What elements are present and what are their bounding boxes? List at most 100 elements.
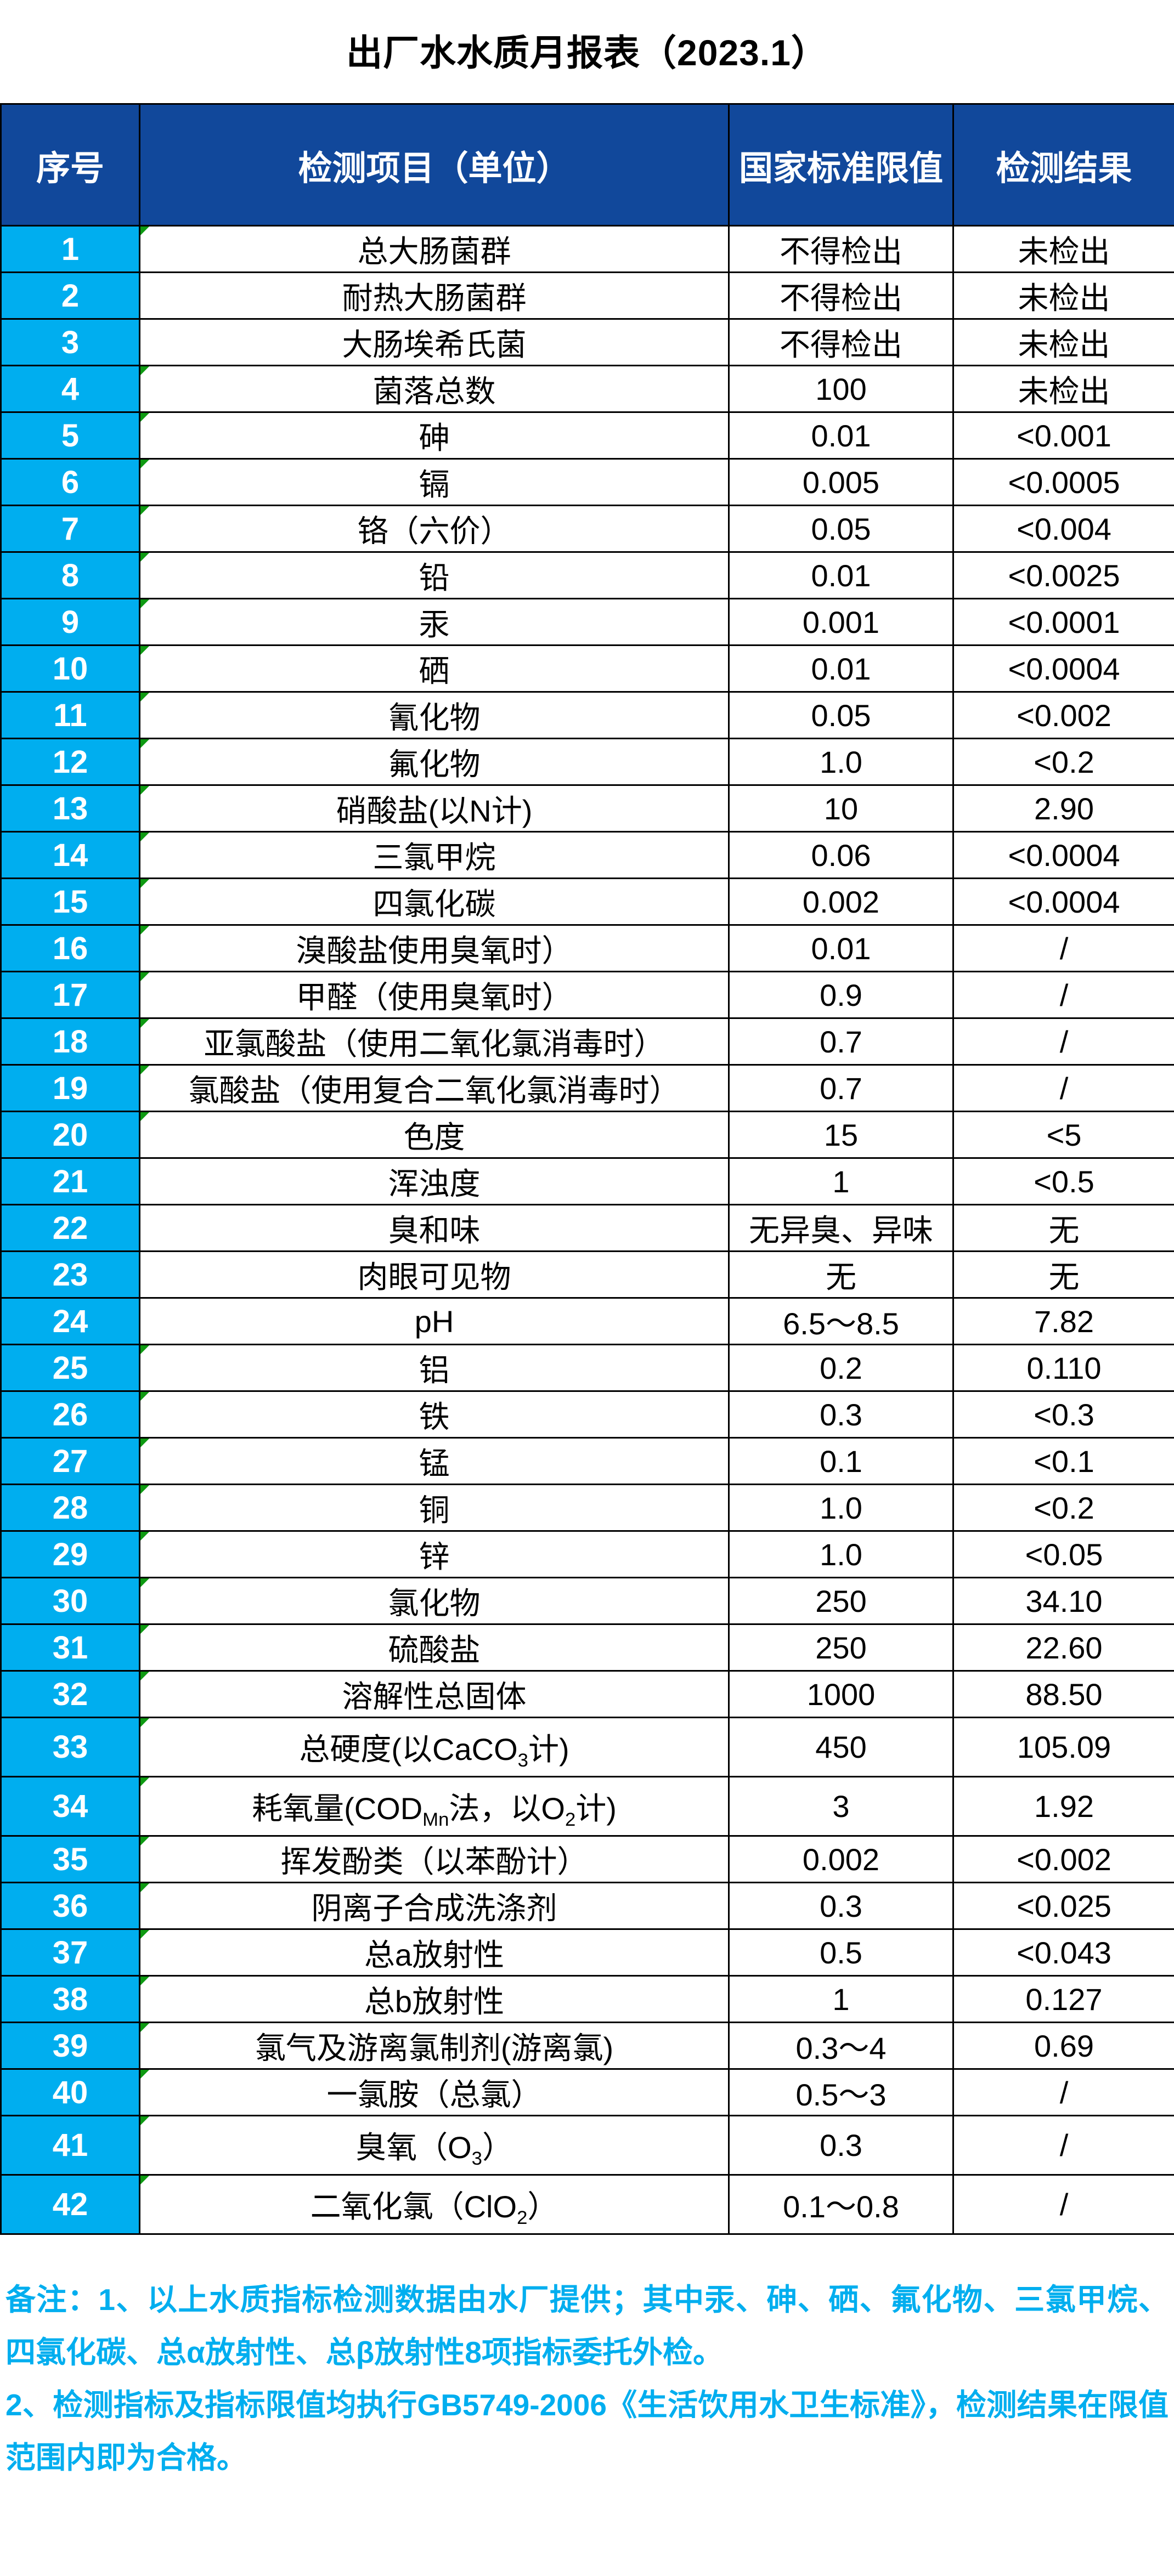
item-cell: 硝酸盐(以N计): [139, 784, 730, 833]
index-cell: 12: [0, 738, 140, 786]
index-cell: 37: [0, 1928, 140, 1977]
table-row: 26 铁 0.3 <0.3: [0, 1390, 1174, 1439]
result-cell: 88.50: [952, 1670, 1174, 1719]
table-row: 15 四氯化碳 0.002 <0.0004: [0, 877, 1174, 926]
index-cell: 29: [0, 1530, 140, 1579]
limit-cell: 1.0: [728, 738, 954, 786]
result-cell: 0.69: [952, 2022, 1174, 2070]
result-cell: 2.90: [952, 784, 1174, 833]
table-row: 39 氯气及游离氯制剂(游离氯) 0.3～4 0.69: [0, 2022, 1174, 2070]
limit-cell: 0.01: [728, 644, 954, 693]
limit-cell: 0.3～4: [728, 2022, 954, 2070]
item-cell: 铅: [139, 551, 730, 600]
limit-cell: 0.2: [728, 1344, 954, 1392]
item-cell: 锌: [139, 1530, 730, 1579]
result-cell: <0.001: [952, 411, 1174, 460]
item-cell: 铝: [139, 1344, 730, 1392]
index-cell: 42: [0, 2174, 140, 2235]
limit-cell: 不得检出: [728, 271, 954, 320]
limit-cell: 0.001: [728, 598, 954, 647]
result-cell: <0.004: [952, 505, 1174, 553]
table-row: 2 耐热大肠菌群 不得检出 未检出: [0, 271, 1174, 320]
result-cell: <0.2: [952, 1484, 1174, 1532]
limit-cell: 不得检出: [728, 318, 954, 367]
item-cell: 铬（六价）: [139, 505, 730, 553]
table-row: 5 砷 0.01 <0.001: [0, 411, 1174, 460]
limit-cell: 0.3: [728, 2115, 954, 2176]
result-cell: 未检出: [952, 318, 1174, 367]
limit-cell: 0.9: [728, 971, 954, 1020]
table-row: 14 三氯甲烷 0.06 <0.0004: [0, 831, 1174, 880]
item-cell: 溶解性总固体: [139, 1670, 730, 1719]
limit-cell: 1.0: [728, 1484, 954, 1532]
item-cell: pH: [139, 1297, 730, 1346]
index-cell: 33: [0, 1717, 140, 1778]
col-header-limit: 国家标准限值: [728, 103, 954, 227]
index-cell: 2: [0, 271, 140, 320]
result-cell: 105.09: [952, 1717, 1174, 1778]
limit-cell: 0.05: [728, 505, 954, 553]
item-cell: 亚氯酸盐（使用二氧化氯消毒时）: [139, 1017, 730, 1066]
result-cell: 未检出: [952, 365, 1174, 414]
item-cell: 耗氧量(CODMn法，以O2计): [139, 1776, 730, 1837]
limit-cell: 0.01: [728, 924, 954, 973]
limit-cell: 1000: [728, 1670, 954, 1719]
index-cell: 15: [0, 877, 140, 926]
index-cell: 6: [0, 458, 140, 507]
item-cell: 锰: [139, 1437, 730, 1486]
limit-cell: 1.0: [728, 1530, 954, 1579]
table-row: 29 锌 1.0 <0.05: [0, 1530, 1174, 1579]
result-cell: 0.127: [952, 1975, 1174, 2024]
result-cell: /: [952, 2174, 1174, 2235]
index-cell: 4: [0, 365, 140, 414]
table-row: 34 耗氧量(CODMn法，以O2计) 3 1.92: [0, 1776, 1174, 1837]
item-cell: 浑浊度: [139, 1157, 730, 1206]
limit-cell: 15: [728, 1111, 954, 1159]
result-cell: /: [952, 971, 1174, 1020]
result-cell: <0.025: [952, 1882, 1174, 1930]
footnotes: 备注：1、以上水质指标检测数据由水厂提供；其中汞、砷、硒、氟化物、三氯甲烷、四氯…: [0, 2273, 1174, 2514]
result-cell: <0.1: [952, 1437, 1174, 1486]
item-cell: 硒: [139, 644, 730, 693]
result-cell: 未检出: [952, 225, 1174, 274]
limit-cell: 0.06: [728, 831, 954, 880]
result-cell: <0.3: [952, 1390, 1174, 1439]
index-cell: 21: [0, 1157, 140, 1206]
table-row: 10 硒 0.01 <0.0004: [0, 644, 1174, 693]
result-cell: <0.0004: [952, 831, 1174, 880]
limit-cell: 250: [728, 1623, 954, 1672]
limit-cell: 0.7: [728, 1064, 954, 1113]
table-row: 20 色度 15 <5: [0, 1111, 1174, 1159]
result-cell: 22.60: [952, 1623, 1174, 1672]
table-row: 7 铬（六价） 0.05 <0.004: [0, 505, 1174, 553]
result-cell: <0.002: [952, 1835, 1174, 1884]
table-row: 24 pH 6.5～8.5 7.82: [0, 1297, 1174, 1346]
index-cell: 16: [0, 924, 140, 973]
item-cell: 氯化物: [139, 1577, 730, 1626]
report-page: 出厂水水质月报表（2023.1） 序号 检测项目（单位） 国家标准限值 检测结果…: [0, 27, 1174, 2514]
item-cell: 硫酸盐: [139, 1623, 730, 1672]
index-cell: 18: [0, 1017, 140, 1066]
index-cell: 9: [0, 598, 140, 647]
item-cell: 总a放射性: [139, 1928, 730, 1977]
index-cell: 14: [0, 831, 140, 880]
table-row: 18 亚氯酸盐（使用二氧化氯消毒时） 0.7/: [0, 1017, 1174, 1066]
item-cell: 菌落总数: [139, 365, 730, 414]
index-cell: 17: [0, 971, 140, 1020]
table-row: 1 总大肠菌群 不得检出 未检出: [0, 225, 1174, 274]
index-cell: 23: [0, 1250, 140, 1299]
index-cell: 39: [0, 2022, 140, 2070]
index-cell: 40: [0, 2068, 140, 2117]
limit-cell: 1: [728, 1975, 954, 2024]
index-cell: 25: [0, 1344, 140, 1392]
item-cell: 耐热大肠菌群: [139, 271, 730, 320]
table-header-row: 序号 检测项目（单位） 国家标准限值 检测结果: [0, 103, 1174, 227]
result-cell: /: [952, 1064, 1174, 1113]
item-cell: 砷: [139, 411, 730, 460]
index-cell: 13: [0, 784, 140, 833]
result-cell: /: [952, 2115, 1174, 2176]
limit-cell: 0.002: [728, 877, 954, 926]
index-cell: 1: [0, 225, 140, 274]
index-cell: 27: [0, 1437, 140, 1486]
table-row: 27 锰 0.1 <0.1: [0, 1437, 1174, 1486]
